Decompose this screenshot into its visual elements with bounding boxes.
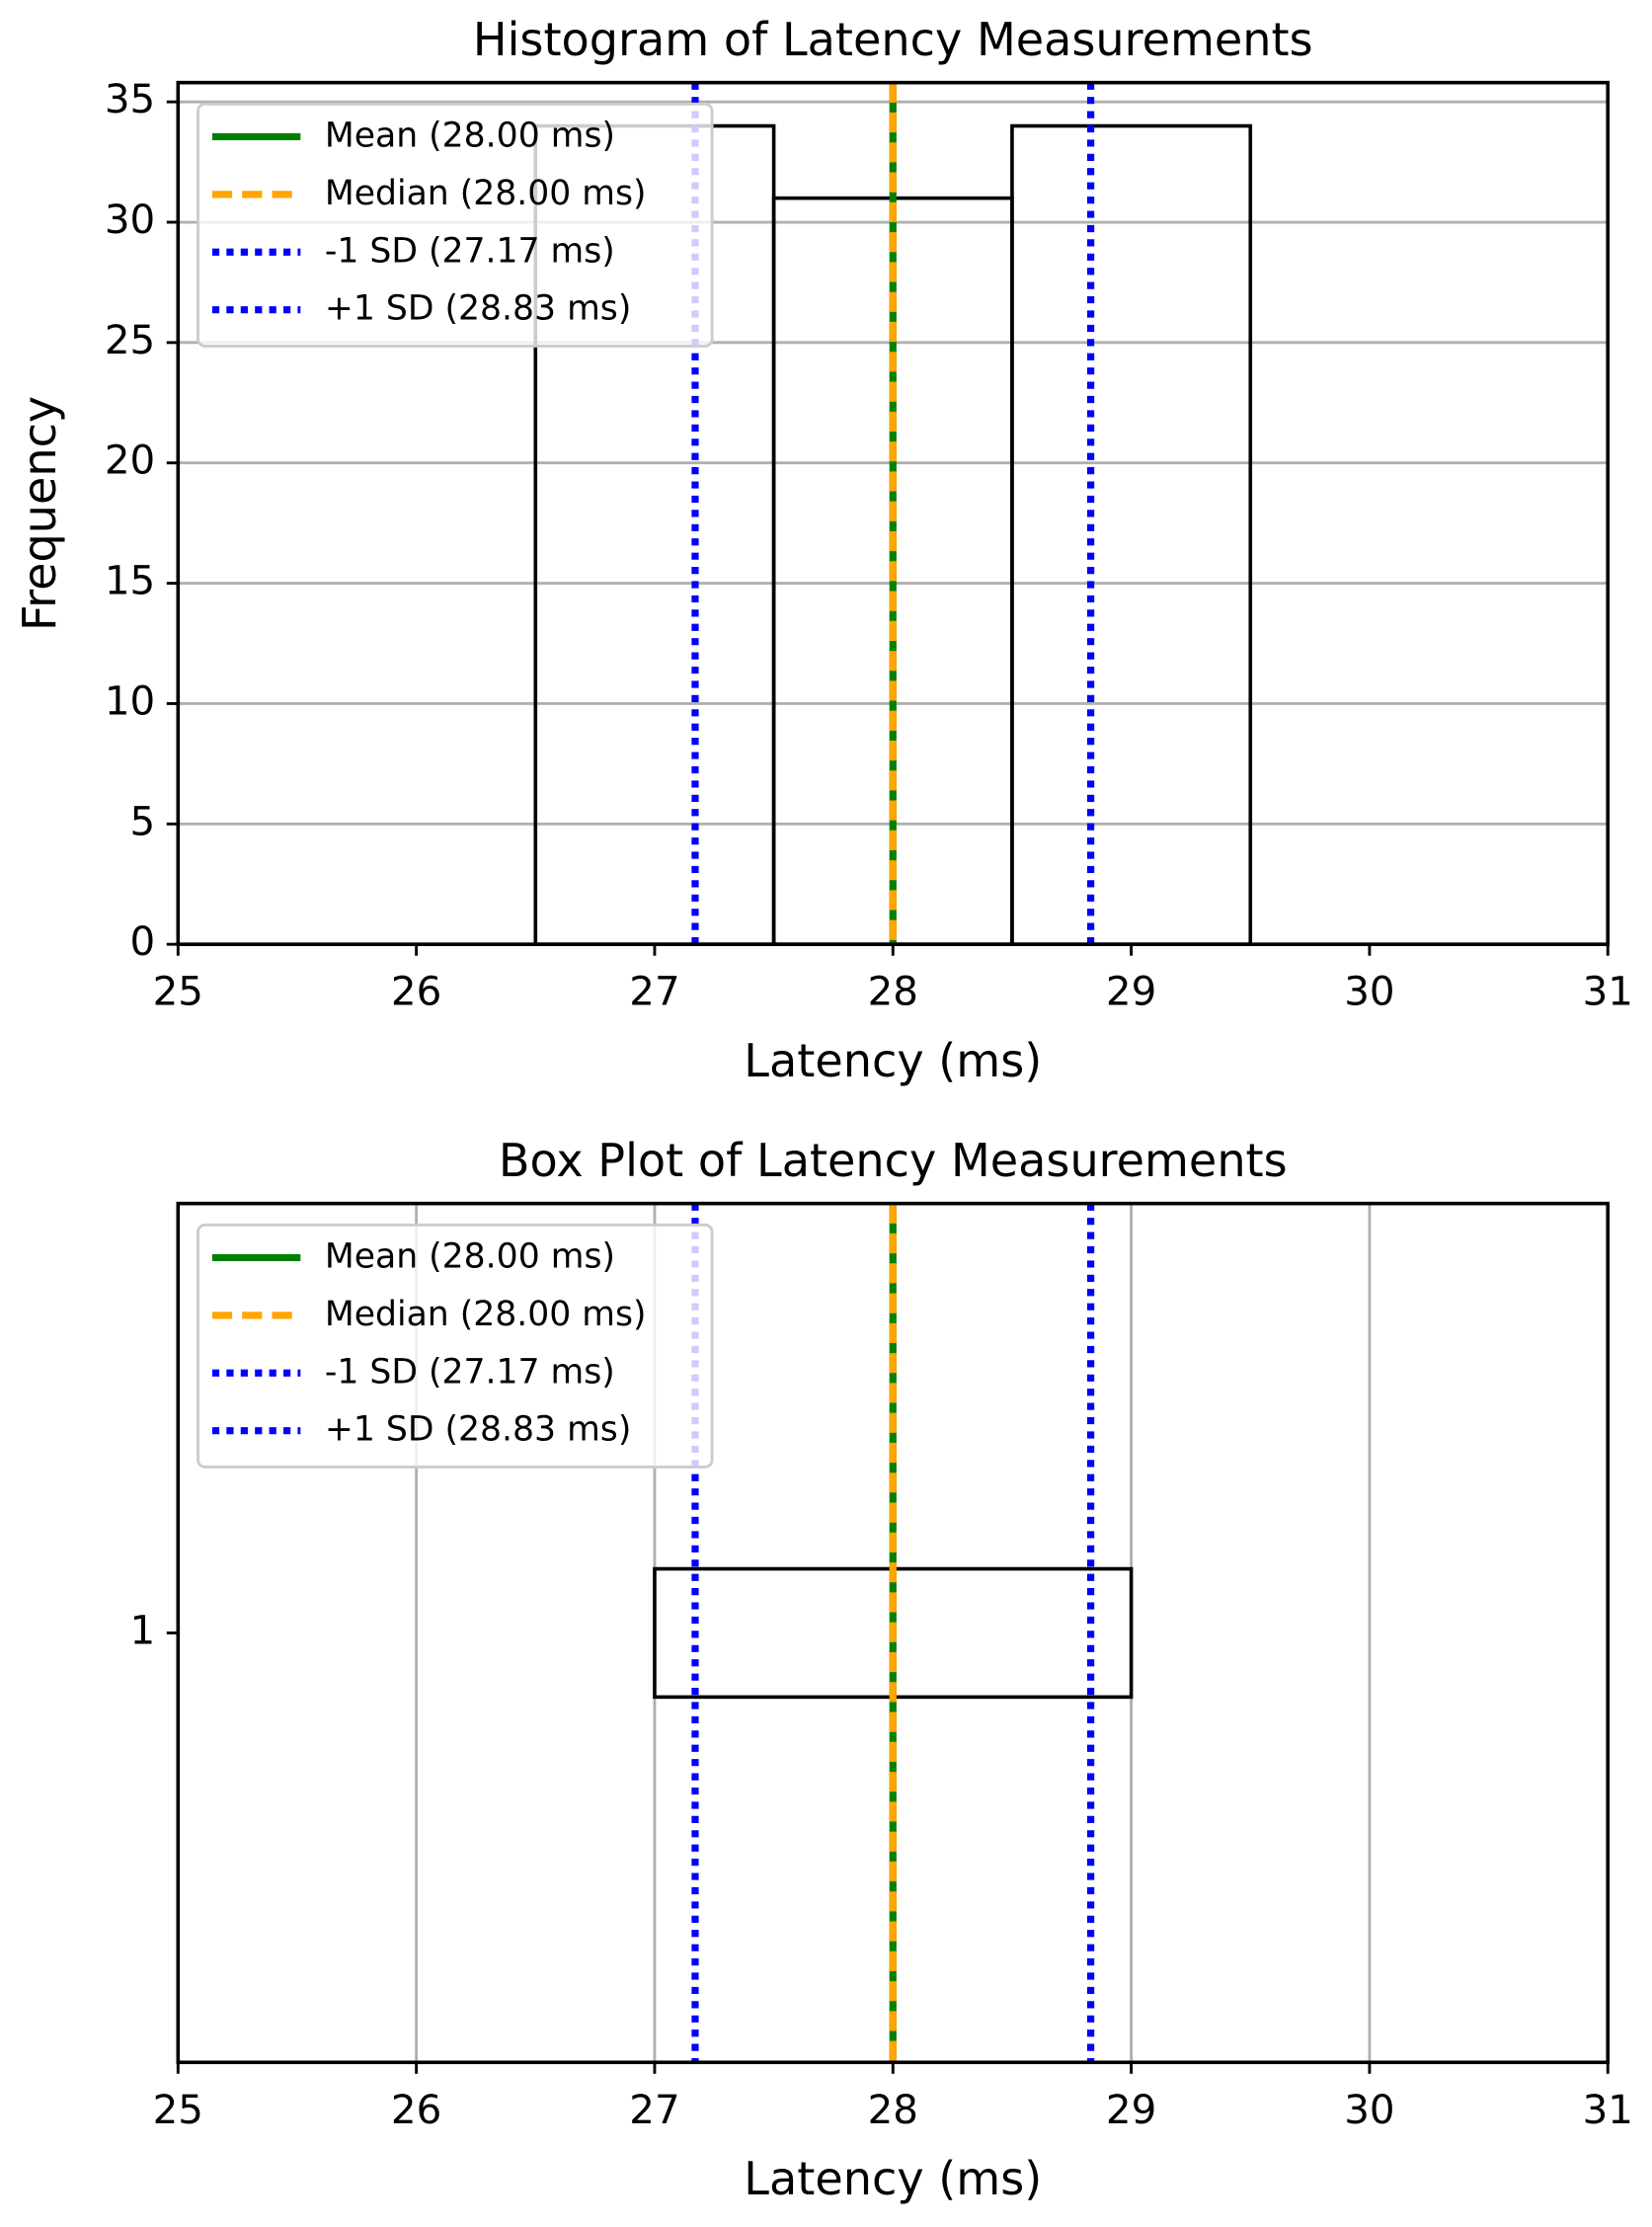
x-tick-label: 29	[1106, 969, 1156, 1015]
chart-title: Histogram of Latency Measurements	[473, 13, 1313, 66]
x-tick-label: 26	[391, 2087, 441, 2133]
histogram-bar	[1010, 123, 1253, 946]
legend-label: Mean (28.00 ms)	[325, 1236, 615, 1276]
y-tick-label: 5	[130, 798, 156, 844]
y-tick-label: 20	[105, 437, 155, 484]
y-tick-label: 30	[105, 197, 155, 243]
x-tick-label: 30	[1344, 2087, 1394, 2133]
x-axis-label: Latency (ms)	[744, 2152, 1042, 2205]
legend-label: Median (28.00 ms)	[325, 174, 647, 213]
x-axis-label: Latency (ms)	[744, 1034, 1042, 1087]
legend-box	[197, 1223, 714, 1469]
y-axis-label: Frequency	[13, 396, 66, 631]
x-tick-label: 30	[1344, 969, 1394, 1015]
x-tick-label: 28	[868, 2087, 918, 2133]
y-tick-label: 1	[130, 1607, 156, 1653]
legend-label: -1 SD (27.17 ms)	[325, 231, 615, 271]
x-tick-label: 27	[629, 2087, 679, 2133]
legend-label: Median (28.00 ms)	[325, 1295, 647, 1334]
y-tick-label: 15	[105, 558, 155, 604]
legend-label: +1 SD (28.83 ms)	[325, 289, 631, 329]
legend-box	[197, 102, 714, 348]
legend-label: Mean (28.00 ms)	[325, 116, 615, 155]
x-tick-label: 25	[153, 969, 203, 1015]
x-tick-label: 28	[868, 969, 918, 1015]
legend-label: +1 SD (28.83 ms)	[325, 1410, 631, 1450]
y-tick-label: 0	[130, 918, 156, 965]
x-tick-label: 27	[629, 969, 679, 1015]
y-tick-label: 25	[105, 317, 155, 363]
legend-label: -1 SD (27.17 ms)	[325, 1352, 615, 1392]
y-tick-label: 10	[105, 677, 155, 724]
x-tick-label: 25	[153, 2087, 203, 2133]
x-tick-label: 31	[1583, 969, 1633, 1015]
chart-title: Box Plot of Latency Measurements	[499, 1134, 1288, 1187]
x-tick-label: 29	[1106, 2087, 1156, 2133]
x-tick-label: 31	[1583, 2087, 1633, 2133]
x-tick-label: 26	[391, 969, 441, 1015]
y-tick-label: 35	[105, 76, 155, 122]
